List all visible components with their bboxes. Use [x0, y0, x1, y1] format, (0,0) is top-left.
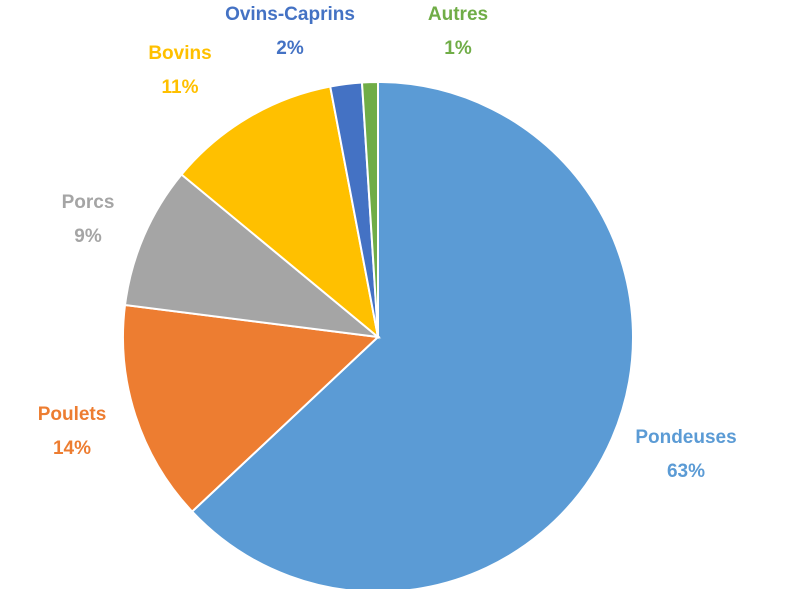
slice-name-label: Ovins-Caprins: [225, 4, 355, 25]
slice-name-label: Porcs: [62, 192, 115, 213]
slice-value-label: 63%: [667, 461, 705, 482]
slice-value-label: 9%: [74, 226, 102, 247]
pie-slice-autres: [360, 80, 379, 338]
slice-value-label: 11%: [162, 77, 199, 98]
pie-slices: [122, 80, 634, 589]
slice-name-label: Autres: [428, 4, 488, 25]
slice-value-label: 14%: [53, 438, 91, 459]
slice-name-label: Bovins: [148, 43, 211, 64]
pie-labels: Pondeuses 63% Poulets 14% Porcs 9% Bovins 11% Ov…: [38, 4, 737, 482]
pie-slice-porcs: [123, 173, 382, 339]
slice-name-label: Pondeuses: [635, 427, 736, 448]
pie-slice-pondeuses: [190, 80, 634, 589]
pie-slice-bovins: [180, 85, 380, 340]
slice-value-label: 1%: [444, 38, 472, 59]
pie-slice-poulets: [122, 303, 381, 513]
slice-value-label: 2%: [276, 38, 304, 59]
slice-name-label: Poulets: [38, 404, 107, 425]
